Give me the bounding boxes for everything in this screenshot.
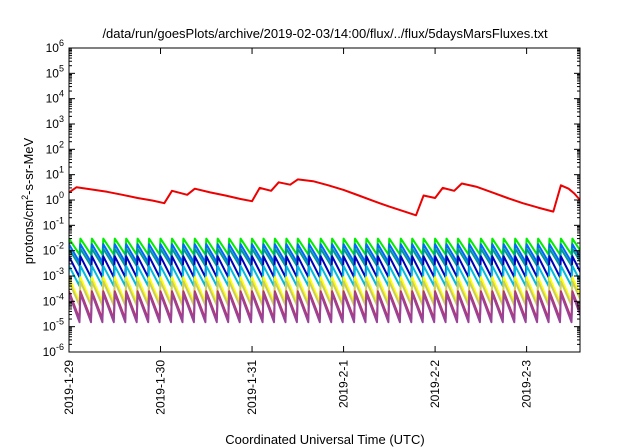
x-tick-label: 2019-2-3: [520, 360, 534, 408]
plot-area: [69, 178, 580, 324]
series-line-1: [69, 178, 580, 217]
y-tick-label: 101: [46, 165, 64, 182]
y-tick-label: 103: [46, 114, 64, 131]
y-axis-label-suffix: -s-sr-MeV: [21, 137, 36, 194]
y-tick-label: 10-1: [43, 215, 64, 232]
y-tick-label: 10-3: [43, 266, 64, 283]
y-tick-label: 100: [46, 190, 64, 207]
series-line-6: [69, 264, 580, 288]
x-tick-label: 2019-1-31: [245, 360, 259, 415]
plot-frame: [68, 47, 581, 353]
y-ticks: 10-6 10-5 10-4 10-3 10-2 10-1 100 101 102 103 104 1…: [43, 38, 580, 359]
chart-title: /data/run/goesPlots/archive/2019-02-03/1…: [102, 26, 548, 41]
x-tick-label: 2019-1-29: [62, 360, 76, 415]
y-tick-label: 10-5: [43, 317, 64, 334]
x-axis-label: Coordinated Universal Time (UTC): [225, 432, 424, 447]
y-tick-label: 106: [46, 38, 64, 55]
x-tick-label: 2019-2-2: [428, 360, 442, 408]
y-tick-label: 10-4: [43, 291, 64, 308]
y-tick-label: 10-6: [43, 342, 64, 359]
y-tick-label: 105: [46, 63, 64, 80]
x-tick-label: 2019-2-1: [337, 360, 351, 408]
y-tick-label: 10-2: [43, 241, 64, 258]
y-tick-label: 102: [46, 139, 64, 156]
x-tick-label: 2019-1-30: [154, 360, 168, 415]
series-line-10: [69, 292, 580, 324]
y-tick-label: 104: [46, 89, 64, 106]
y-axis-label-sup: 2: [20, 195, 30, 200]
y-axis-label-prefix: protons/cm: [21, 200, 36, 264]
y-axis-label: protons/cm2-s-sr-MeV: [20, 137, 36, 264]
x-ticks: 2019-1-29 2019-1-30 2019-1-31 2019-2-1 2019-…: [62, 48, 534, 415]
